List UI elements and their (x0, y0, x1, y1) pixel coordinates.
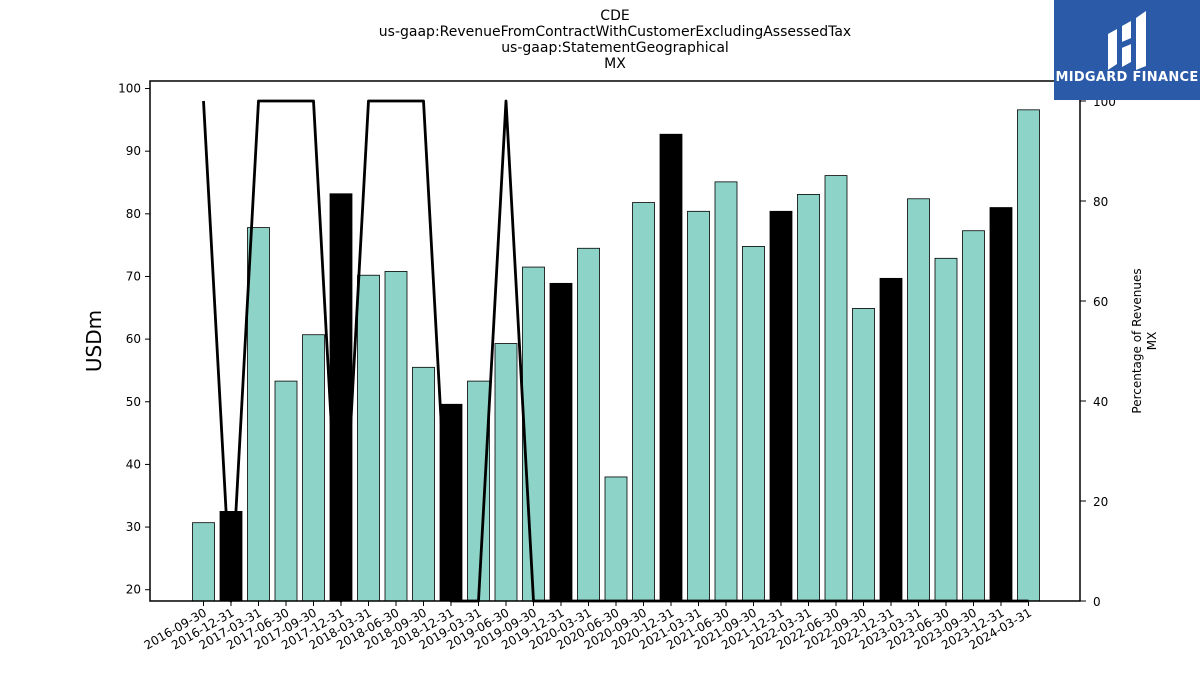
logo-text: MIDGARD FINANCE (1055, 70, 1198, 85)
bar-2020-12-31 (659, 133, 683, 602)
bar-2016-09-30 (192, 522, 215, 602)
y-axis-label: USDm (82, 310, 106, 372)
bar-2021-03-31 (687, 210, 710, 602)
y-tick-label: 30 (126, 520, 141, 534)
bar-2022-09-30 (852, 308, 875, 602)
plot-frame (149, 80, 1081, 602)
y-tick-label: 80 (126, 207, 141, 221)
bar-2019-12-31 (549, 282, 573, 602)
chart-title-line-1: CDE (600, 8, 629, 24)
x-axis: 2016-09-302016-12-312017-03-312017-06-30… (142, 601, 1034, 652)
bar-2018-06-30 (384, 271, 408, 602)
y2-tick-label: 80 (1093, 195, 1108, 209)
bar-2017-09-30 (302, 334, 325, 602)
bar-2022-03-31 (797, 193, 820, 602)
bar-2020-09-30 (632, 202, 655, 602)
chart-title-line-2: us-gaap:RevenueFromContractWithCustomerE… (379, 24, 851, 40)
bar-2019-06-30 (494, 343, 518, 602)
bar-2020-06-30 (604, 476, 628, 602)
bar-2018-12-31 (439, 403, 463, 602)
bar-2018-09-30 (412, 366, 435, 602)
bar-2023-09-30 (962, 230, 985, 602)
bar-2023-06-30 (934, 257, 958, 602)
midgard-logo-icon (1108, 11, 1146, 70)
y-tick-label: 100 (118, 82, 141, 96)
y-tick-label: 20 (126, 583, 141, 597)
bar-2021-09-30 (742, 245, 765, 602)
y-axis-left: 20 30 40 50 60 70 80 90 100 (118, 82, 150, 597)
bar-2019-09-30 (522, 266, 545, 602)
chart-title: CDE us-gaap:RevenueFromContractWithCusto… (379, 8, 851, 72)
y2-axis-label-line-2: MX (1145, 332, 1159, 351)
bar-2020-03-31 (577, 247, 600, 602)
y2-axis-label-line-1: Percentage of Revenues (1130, 268, 1144, 413)
y-tick-label: 50 (126, 395, 141, 409)
y2-tick-label: 20 (1093, 495, 1108, 509)
y-tick-label: 70 (126, 269, 141, 283)
bar-2018-03-31 (357, 274, 380, 602)
bar-2023-12-31 (989, 207, 1013, 602)
bar-2017-06-30 (274, 380, 298, 602)
y2-tick-label: 60 (1093, 295, 1108, 309)
chart-title-line-3: us-gaap:StatementGeographical (501, 40, 729, 56)
y2-tick-label: 40 (1093, 395, 1108, 409)
chart-title-line-4: MX (604, 56, 626, 72)
midgard-finance-logo: MIDGARD FINANCE (1054, 0, 1200, 100)
y-tick-label: 90 (126, 144, 141, 158)
bar-2021-12-31 (769, 210, 793, 602)
y2-tick-label: 0 (1093, 595, 1101, 609)
bar-2017-03-31 (247, 227, 270, 602)
bar-2022-12-31 (879, 277, 903, 602)
bar-series (192, 109, 1040, 602)
bar-2019-03-31 (467, 380, 490, 602)
bar-2022-06-30 (824, 175, 848, 602)
y-tick-label: 40 (126, 457, 141, 471)
bar-2023-03-31 (907, 198, 930, 602)
bar-2024-03-31 (1017, 109, 1040, 602)
bar-2021-06-30 (714, 181, 738, 602)
bar-2017-12-31 (329, 193, 353, 602)
y-tick-label: 60 (126, 332, 141, 346)
